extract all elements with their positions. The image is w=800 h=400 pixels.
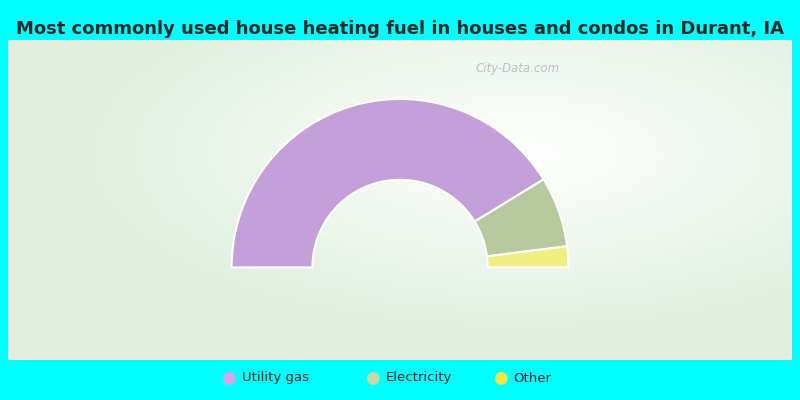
Wedge shape — [487, 246, 569, 267]
Text: ●: ● — [365, 369, 379, 387]
Text: ●: ● — [493, 369, 507, 387]
Text: Utility gas: Utility gas — [242, 372, 309, 384]
Wedge shape — [474, 179, 567, 256]
Text: Most commonly used house heating fuel in houses and condos in Durant, IA: Most commonly used house heating fuel in… — [16, 20, 784, 38]
Wedge shape — [231, 99, 544, 267]
Text: Other: Other — [514, 372, 552, 384]
Text: City-Data.com: City-Data.com — [476, 62, 560, 75]
Text: ●: ● — [221, 369, 235, 387]
Text: Electricity: Electricity — [386, 372, 452, 384]
